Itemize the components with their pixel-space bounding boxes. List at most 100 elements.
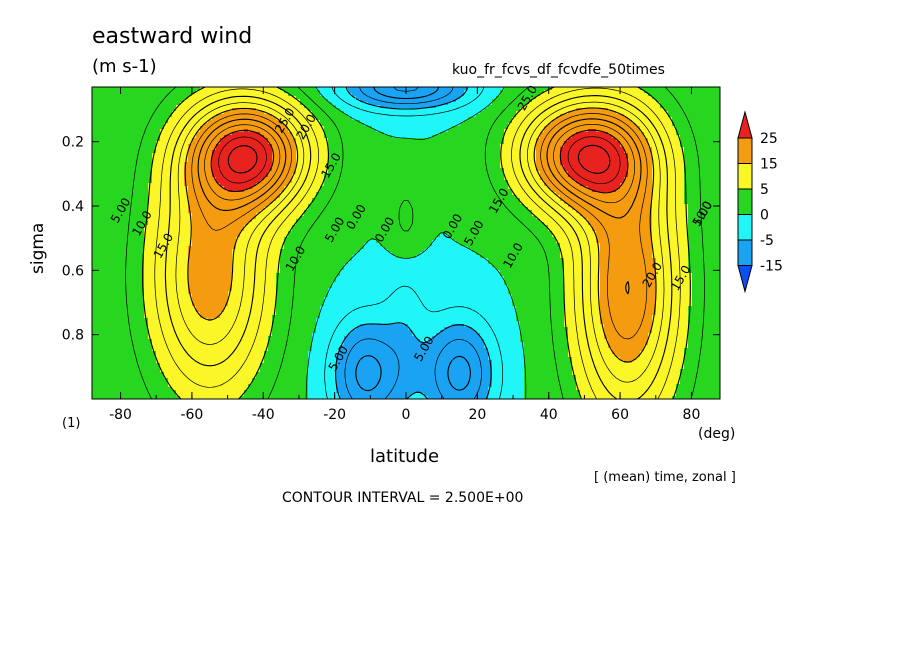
field-cell bbox=[264, 108, 269, 112]
field-cell bbox=[660, 153, 665, 157]
field-cell bbox=[108, 159, 113, 163]
field-cell bbox=[628, 114, 633, 118]
field-cell bbox=[456, 144, 461, 148]
field-cell bbox=[688, 165, 693, 169]
field-cell bbox=[280, 156, 285, 160]
field-cell bbox=[508, 135, 513, 139]
field-cell bbox=[452, 162, 457, 166]
field-cell bbox=[404, 141, 409, 145]
field-cell bbox=[544, 165, 549, 169]
field-cell bbox=[456, 159, 461, 163]
field-cell bbox=[100, 132, 105, 136]
field-cell bbox=[364, 171, 369, 175]
field-cell bbox=[184, 99, 189, 103]
field-cell bbox=[672, 174, 677, 178]
field-cell bbox=[144, 159, 149, 163]
field-cell bbox=[696, 108, 701, 112]
field-cell bbox=[220, 165, 225, 169]
field-cell bbox=[568, 129, 573, 133]
field-cell bbox=[224, 114, 229, 118]
field-cell bbox=[124, 129, 129, 133]
field-cell bbox=[432, 141, 437, 145]
field-cell bbox=[628, 93, 633, 97]
field-cell bbox=[200, 126, 205, 130]
field-cell bbox=[596, 96, 601, 100]
field-cell bbox=[340, 87, 345, 91]
field-cell bbox=[168, 93, 173, 97]
field-cell bbox=[644, 165, 649, 169]
field-cell bbox=[456, 99, 461, 103]
field-cell bbox=[304, 102, 309, 106]
field-cell bbox=[476, 165, 481, 169]
field-cell bbox=[352, 144, 357, 148]
field-cell bbox=[324, 90, 329, 94]
field-cell bbox=[212, 123, 217, 127]
field-cell bbox=[100, 153, 105, 157]
field-cell bbox=[320, 120, 325, 124]
field-cell bbox=[656, 102, 661, 106]
field-cell bbox=[328, 123, 333, 127]
field-cell bbox=[440, 138, 445, 142]
field-cell bbox=[492, 144, 497, 148]
field-cell bbox=[380, 96, 385, 100]
field-cell bbox=[352, 108, 357, 112]
field-cell bbox=[344, 90, 349, 94]
field-cell bbox=[120, 165, 125, 169]
field-cell bbox=[124, 108, 129, 112]
field-cell bbox=[680, 132, 685, 136]
field-cell bbox=[100, 168, 105, 172]
field-cell bbox=[664, 123, 669, 127]
field-cell bbox=[152, 180, 157, 184]
field-cell bbox=[416, 105, 421, 109]
field-cell bbox=[620, 174, 625, 178]
field-cell bbox=[140, 147, 145, 151]
field-cell bbox=[112, 120, 117, 124]
field-cell bbox=[220, 162, 225, 166]
field-cell bbox=[700, 162, 705, 166]
field-cell bbox=[380, 180, 385, 184]
field-cell bbox=[316, 180, 321, 184]
field-cell bbox=[212, 117, 217, 121]
field-cell bbox=[476, 177, 481, 181]
field-cell bbox=[380, 165, 385, 169]
field-cell bbox=[572, 102, 577, 106]
field-cell bbox=[364, 111, 369, 115]
field-cell bbox=[712, 108, 717, 112]
field-cell bbox=[652, 90, 657, 94]
field-cell bbox=[588, 141, 593, 145]
field-cell bbox=[684, 102, 689, 106]
field-cell bbox=[288, 114, 293, 118]
field-cell bbox=[576, 111, 581, 115]
field-cell bbox=[104, 87, 109, 91]
field-cell bbox=[180, 117, 185, 121]
field-cell bbox=[216, 90, 221, 94]
field-cell bbox=[116, 102, 121, 106]
field-cell bbox=[172, 96, 177, 100]
field-cell bbox=[372, 144, 377, 148]
field-cell bbox=[500, 87, 505, 91]
field-cell bbox=[700, 171, 705, 175]
field-cell bbox=[348, 87, 353, 91]
field-cell bbox=[92, 162, 97, 166]
field-cell bbox=[568, 93, 573, 97]
field-cell bbox=[428, 87, 433, 91]
field-cell bbox=[368, 129, 373, 133]
field-cell bbox=[388, 120, 393, 124]
field-cell bbox=[112, 123, 117, 127]
field-cell bbox=[700, 108, 705, 112]
field-cell bbox=[412, 162, 417, 166]
field-cell bbox=[232, 99, 237, 103]
field-cell bbox=[704, 93, 709, 97]
field-cell bbox=[484, 129, 489, 133]
field-cell bbox=[436, 90, 441, 94]
field-cell bbox=[688, 99, 693, 103]
field-cell bbox=[244, 141, 249, 145]
field-cell bbox=[704, 96, 709, 100]
field-cell bbox=[616, 99, 621, 103]
field-cell bbox=[116, 165, 121, 169]
field-cell bbox=[688, 108, 693, 112]
field-cell bbox=[612, 120, 617, 124]
field-cell bbox=[436, 180, 441, 184]
field-cell bbox=[260, 120, 265, 124]
field-cell bbox=[572, 150, 577, 154]
